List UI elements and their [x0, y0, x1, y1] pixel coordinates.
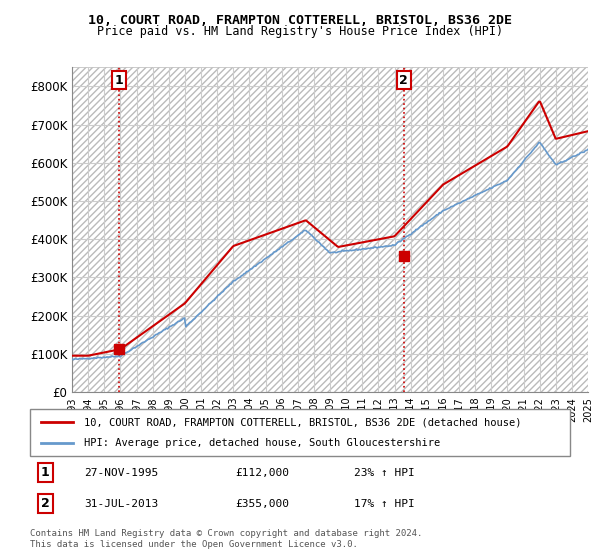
- Text: 17% ↑ HPI: 17% ↑ HPI: [354, 498, 415, 508]
- Text: 31-JUL-2013: 31-JUL-2013: [84, 498, 158, 508]
- Text: Price paid vs. HM Land Registry's House Price Index (HPI): Price paid vs. HM Land Registry's House …: [97, 25, 503, 38]
- Text: £355,000: £355,000: [235, 498, 289, 508]
- Text: 1: 1: [41, 466, 50, 479]
- Text: HPI: Average price, detached house, South Gloucestershire: HPI: Average price, detached house, Sout…: [84, 438, 440, 448]
- Text: 10, COURT ROAD, FRAMPTON COTTERELL, BRISTOL, BS36 2DE (detached house): 10, COURT ROAD, FRAMPTON COTTERELL, BRIS…: [84, 417, 521, 427]
- Text: 10, COURT ROAD, FRAMPTON COTTERELL, BRISTOL, BS36 2DE: 10, COURT ROAD, FRAMPTON COTTERELL, BRIS…: [88, 14, 512, 27]
- Bar: [72, 67, 588, 392]
- Text: Contains HM Land Registry data © Crown copyright and database right 2024.
This d: Contains HM Land Registry data © Crown c…: [30, 529, 422, 549]
- Text: £112,000: £112,000: [235, 468, 289, 478]
- Text: 1: 1: [115, 74, 123, 87]
- FancyBboxPatch shape: [30, 409, 570, 456]
- Text: 27-NOV-1995: 27-NOV-1995: [84, 468, 158, 478]
- Text: 2: 2: [41, 497, 50, 510]
- Text: 2: 2: [400, 74, 408, 87]
- Text: 23% ↑ HPI: 23% ↑ HPI: [354, 468, 415, 478]
